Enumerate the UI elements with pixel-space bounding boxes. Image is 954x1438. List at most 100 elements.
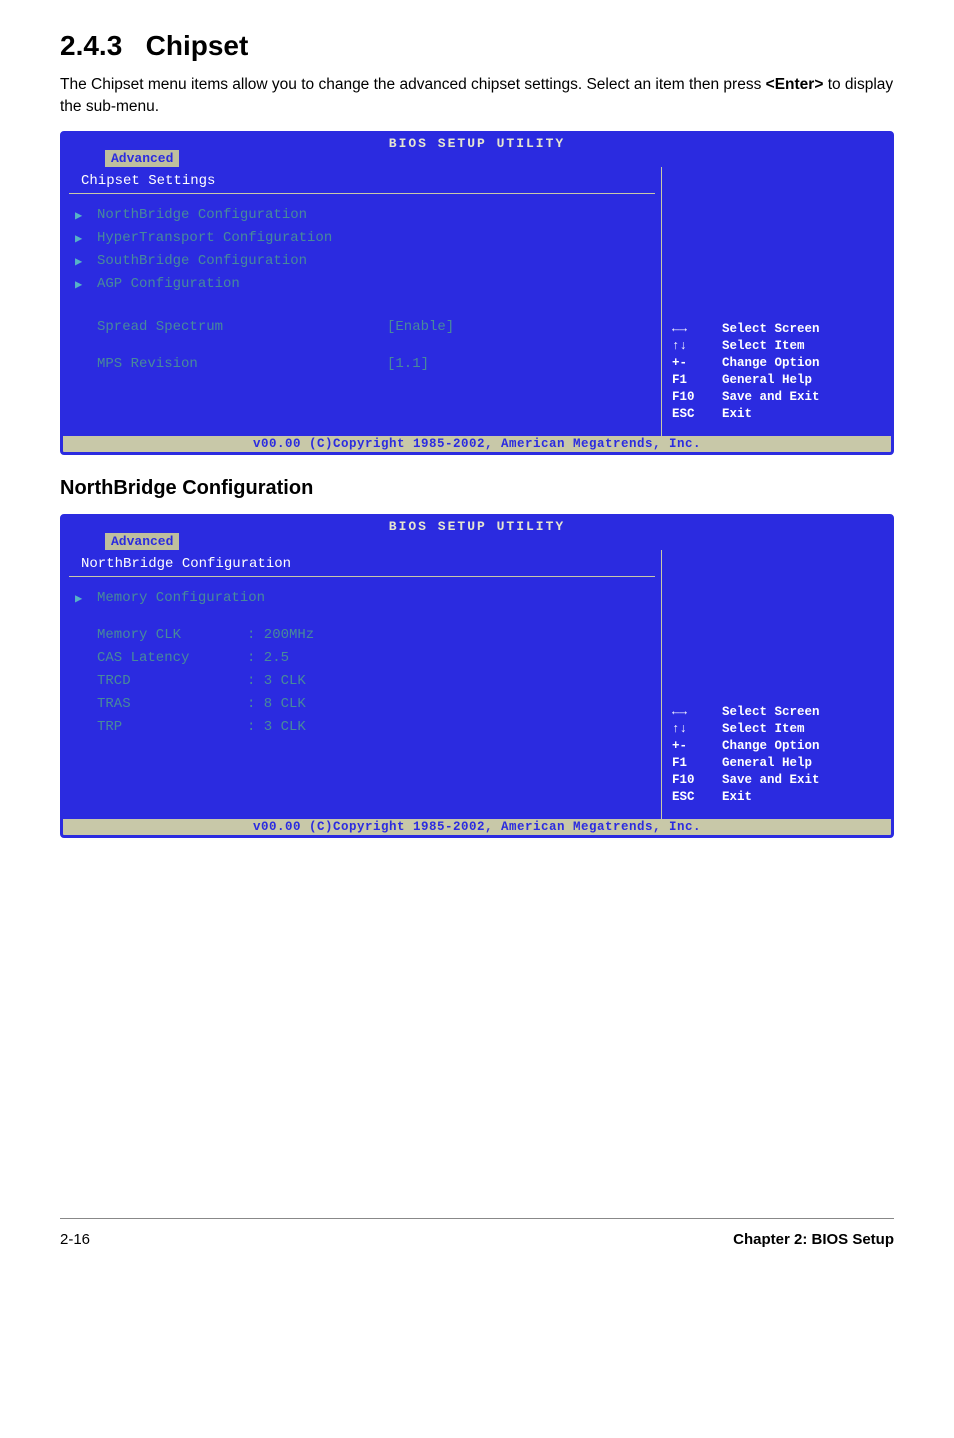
help-row: F10Save and Exit bbox=[672, 772, 881, 789]
bios-footer: v00.00 (C)Copyright 1985-2002, American … bbox=[63, 436, 891, 452]
help-text: Select Item bbox=[722, 338, 805, 355]
bios-tabs: Advanced bbox=[63, 150, 891, 167]
help-text: General Help bbox=[722, 372, 812, 389]
info-value: : 3 CLK bbox=[247, 671, 306, 692]
help-text: Save and Exit bbox=[722, 389, 820, 406]
bios-tab-advanced[interactable]: Advanced bbox=[105, 150, 179, 167]
help-row: F1General Help bbox=[672, 372, 881, 389]
help-row: ←→Select Screen bbox=[672, 704, 881, 721]
section-description: The Chipset menu items allow you to chan… bbox=[60, 74, 894, 117]
bios-screenshot-chipset: BIOS SETUP UTILITY Advanced Chipset Sett… bbox=[60, 131, 894, 455]
help-key: ESC bbox=[672, 789, 722, 806]
help-text: Select Screen bbox=[722, 321, 820, 338]
help-text: Select Screen bbox=[722, 704, 820, 721]
menu-label: NorthBridge Configuration bbox=[97, 205, 387, 226]
bios-header-title: BIOS SETUP UTILITY bbox=[63, 517, 891, 534]
menu-label: SouthBridge Configuration bbox=[97, 251, 387, 272]
menu-label: HyperTransport Configuration bbox=[97, 228, 387, 249]
help-row: F1General Help bbox=[672, 755, 881, 772]
triangle-right-icon: ▶ bbox=[75, 253, 97, 271]
subsection-heading: NorthBridge Configuration bbox=[60, 477, 894, 500]
menu-label: Memory Configuration bbox=[97, 588, 387, 609]
help-text: Change Option bbox=[722, 738, 820, 755]
bios-info-row: TRCD : 3 CLK bbox=[75, 670, 649, 693]
triangle-right-icon: ▶ bbox=[75, 230, 97, 248]
help-text: Exit bbox=[722, 789, 752, 806]
bios-body: NorthBridge Configuration ▶ Memory Confi… bbox=[63, 550, 891, 819]
desc-pre: The Chipset menu items allow you to chan… bbox=[60, 76, 766, 93]
help-key: +- bbox=[672, 355, 722, 372]
bios-header: BIOS SETUP UTILITY bbox=[63, 134, 891, 152]
bios-setting-row[interactable]: Spread Spectrum [Enable] bbox=[75, 316, 649, 339]
help-row: +-Change Option bbox=[672, 355, 881, 372]
help-row: +-Change Option bbox=[672, 738, 881, 755]
help-key: F10 bbox=[672, 772, 722, 789]
bios-panel-title: NorthBridge Configuration bbox=[69, 550, 655, 577]
bios-left-panel: NorthBridge Configuration ▶ Memory Confi… bbox=[63, 550, 661, 819]
info-label: CAS Latency bbox=[97, 648, 247, 669]
footer-rule bbox=[60, 1218, 894, 1219]
help-key: F10 bbox=[672, 389, 722, 406]
spacer bbox=[75, 610, 649, 624]
bios-menu-item[interactable]: ▶ AGP Configuration bbox=[75, 273, 649, 296]
help-key: ESC bbox=[672, 406, 722, 423]
bios-header-title: BIOS SETUP UTILITY bbox=[63, 134, 891, 151]
help-row: ↑↓Select Item bbox=[672, 338, 881, 355]
triangle-right-icon: ▶ bbox=[75, 590, 97, 608]
info-value: : 200MHz bbox=[247, 625, 314, 646]
help-key: ←→ bbox=[672, 704, 722, 721]
info-value: : 2.5 bbox=[247, 648, 289, 669]
help-text: Select Item bbox=[722, 721, 805, 738]
bios-menu: ▶ NorthBridge Configuration ▶ HyperTrans… bbox=[63, 200, 661, 436]
info-label: TRCD bbox=[97, 671, 247, 692]
bios-info-row: Memory CLK : 200MHz bbox=[75, 624, 649, 647]
bios-menu: ▶ Memory Configuration Memory CLK : 200M… bbox=[63, 583, 661, 819]
bios-setting-row[interactable]: MPS Revision [1.1] bbox=[75, 353, 649, 376]
page-footer: 2-16 Chapter 2: BIOS Setup bbox=[60, 1223, 894, 1248]
triangle-right-icon: ▶ bbox=[75, 276, 97, 294]
setting-label: MPS Revision bbox=[97, 354, 387, 375]
bios-help-panel: ←→Select Screen ↑↓Select Item +-Change O… bbox=[661, 167, 891, 436]
bios-screenshot-northbridge: BIOS SETUP UTILITY Advanced NorthBridge … bbox=[60, 514, 894, 838]
setting-value: [1.1] bbox=[387, 354, 429, 375]
bios-help-panel: ←→Select Screen ↑↓Select Item +-Change O… bbox=[661, 550, 891, 819]
info-label: Memory CLK bbox=[97, 625, 247, 646]
help-key: F1 bbox=[672, 755, 722, 772]
help-key: ↑↓ bbox=[672, 338, 722, 355]
setting-value: [Enable] bbox=[387, 317, 454, 338]
menu-label: AGP Configuration bbox=[97, 274, 387, 295]
help-text: General Help bbox=[722, 755, 812, 772]
bios-tab-advanced[interactable]: Advanced bbox=[105, 533, 179, 550]
spacer bbox=[75, 376, 649, 416]
help-key: ↑↓ bbox=[672, 721, 722, 738]
setting-label: Spread Spectrum bbox=[97, 317, 387, 338]
help-text: Save and Exit bbox=[722, 772, 820, 789]
bios-info-row: TRP : 3 CLK bbox=[75, 716, 649, 739]
info-label: TRAS bbox=[97, 694, 247, 715]
bios-menu-item[interactable]: ▶ SouthBridge Configuration bbox=[75, 250, 649, 273]
spacer bbox=[75, 739, 649, 799]
bios-info-row: CAS Latency : 2.5 bbox=[75, 647, 649, 670]
triangle-right-icon: ▶ bbox=[75, 207, 97, 225]
bios-menu-item[interactable]: ▶ NorthBridge Configuration bbox=[75, 204, 649, 227]
help-row: ←→Select Screen bbox=[672, 321, 881, 338]
info-value: : 8 CLK bbox=[247, 694, 306, 715]
spacer bbox=[75, 296, 649, 316]
bios-tabs: Advanced bbox=[63, 533, 891, 550]
spacer bbox=[75, 339, 649, 353]
section-heading: 2.4.3 Chipset bbox=[60, 30, 894, 62]
bios-footer: v00.00 (C)Copyright 1985-2002, American … bbox=[63, 819, 891, 835]
section-number: 2.4.3 bbox=[60, 30, 122, 61]
bios-menu-item[interactable]: ▶ HyperTransport Configuration bbox=[75, 227, 649, 250]
info-value: : 3 CLK bbox=[247, 717, 306, 738]
bios-info-row: TRAS : 8 CLK bbox=[75, 693, 649, 716]
bios-header: BIOS SETUP UTILITY bbox=[63, 517, 891, 535]
bios-body: Chipset Settings ▶ NorthBridge Configura… bbox=[63, 167, 891, 436]
bios-left-panel: Chipset Settings ▶ NorthBridge Configura… bbox=[63, 167, 661, 436]
bios-menu-item[interactable]: ▶ Memory Configuration bbox=[75, 587, 649, 610]
help-key: ←→ bbox=[672, 321, 722, 338]
help-row: F10Save and Exit bbox=[672, 389, 881, 406]
page-number: 2-16 bbox=[60, 1231, 90, 1248]
help-key: +- bbox=[672, 738, 722, 755]
section-title: Chipset bbox=[146, 30, 249, 61]
